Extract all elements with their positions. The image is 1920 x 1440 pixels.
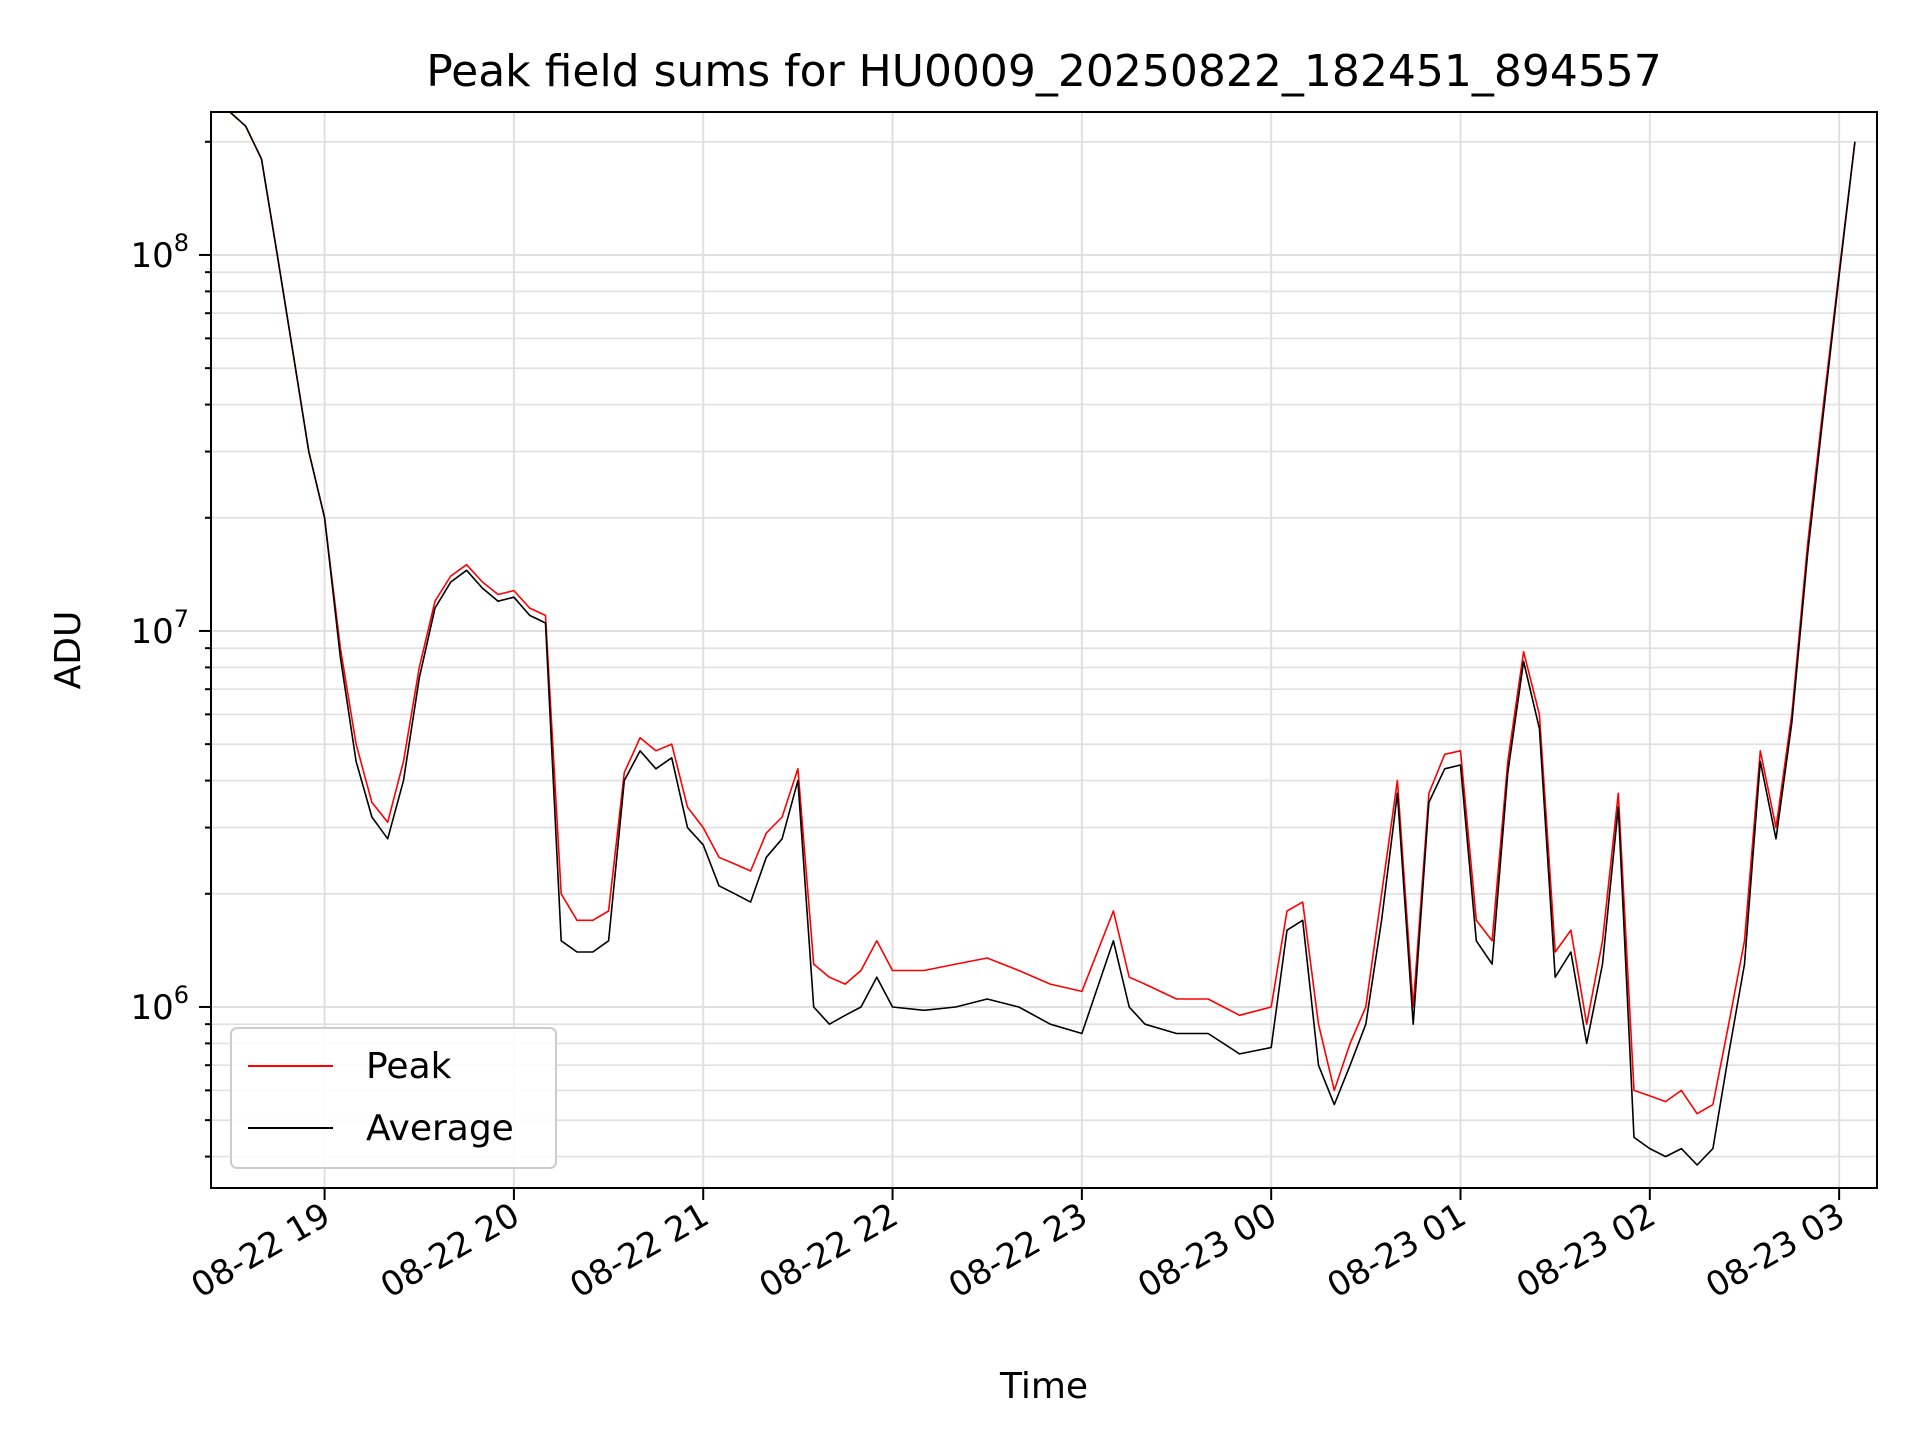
grid: [211, 112, 1877, 1188]
y-tick-label: 108: [130, 229, 189, 276]
legend-label-average: Average: [366, 1108, 514, 1149]
y-tick-label: 107: [130, 605, 189, 652]
legend-label-peak: Peak: [366, 1046, 452, 1087]
chart-title: Peak field sums for HU0009_20250822_1824…: [426, 46, 1662, 97]
x-axis-label: Time: [999, 1366, 1088, 1407]
y-tick-label: 106: [130, 981, 189, 1028]
series-layer: [229, 112, 1856, 1166]
series-line-peak: [229, 112, 1856, 1115]
y-axis-ticks: 106 107 108: [130, 140, 211, 1158]
legend: Peak Average: [230, 1027, 557, 1169]
legend-box: [230, 1027, 557, 1169]
plot-frame: [210, 111, 1878, 1189]
y-axis-label: ADU: [48, 611, 89, 690]
series-line-average: [229, 112, 1856, 1166]
